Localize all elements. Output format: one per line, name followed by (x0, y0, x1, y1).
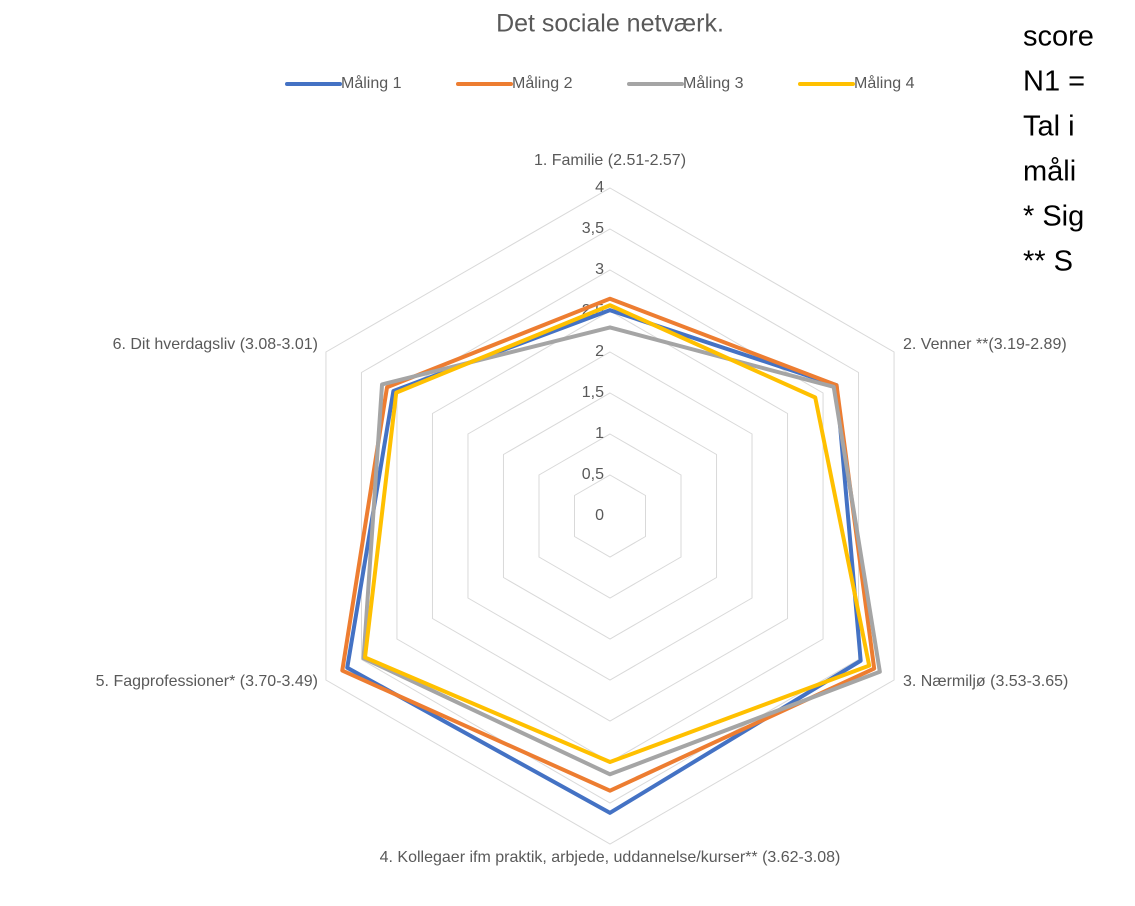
grid-line (573, 474, 647, 558)
side-text: ** S (1023, 246, 1073, 278)
y-tick-label: 3,5 (582, 220, 604, 237)
axis-label: 1. Familie (2.51-2.57) (533, 152, 687, 169)
y-tick-label: 1 (595, 425, 604, 442)
side-text: * Sig (1023, 201, 1084, 233)
grid-line (360, 228, 860, 804)
y-tick-label: 0 (595, 507, 604, 524)
grid-line (538, 433, 682, 599)
grid-line (467, 351, 753, 681)
axis-label: 2. Venner **(3.19-2.89) (903, 336, 1067, 353)
axis-label: 5. Fagprofessioner* (3.70-3.49) (95, 673, 318, 690)
y-tick-label: 1,5 (582, 384, 604, 401)
side-text: Tal i (1023, 111, 1075, 143)
grid-line (502, 392, 718, 640)
grid-line (396, 269, 824, 763)
series-line (361, 325, 882, 777)
axis-label: 4. Kollegaer ifm praktik, arbjede, uddan… (379, 849, 841, 866)
series-line (340, 296, 877, 793)
grid-line (325, 187, 895, 845)
axis-label: 3. Nærmiljø (3.53-3.65) (903, 673, 1069, 690)
side-text: N1 = (1023, 66, 1085, 98)
series-line (363, 303, 872, 764)
legend-label: Måling 2 (512, 74, 573, 92)
side-text: score (1023, 21, 1094, 53)
chart-title: Det sociale netværk. (496, 10, 724, 38)
side-text: måli (1023, 156, 1076, 188)
y-tick-label: 3 (595, 261, 604, 278)
y-tick-label: 2 (595, 343, 604, 360)
axis-label: 6. Dit hverdagsliv (3.08-3.01) (112, 336, 318, 353)
legend-label: Måling 1 (341, 74, 402, 92)
legend-label: Måling 4 (854, 74, 915, 92)
y-tick-label: 4 (595, 179, 604, 196)
y-tick-label: 0,5 (582, 466, 604, 483)
grid-line (431, 310, 789, 722)
legend-label: Måling 3 (683, 74, 744, 92)
